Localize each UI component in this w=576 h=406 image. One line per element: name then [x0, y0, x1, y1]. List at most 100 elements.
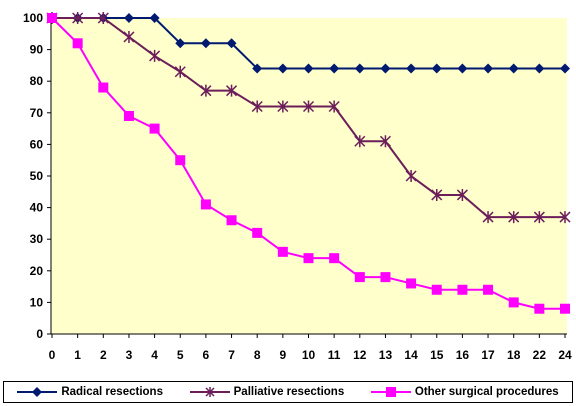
data-point — [123, 30, 135, 43]
data-point — [226, 38, 237, 49]
series-layer — [46, 12, 571, 314]
y-tick-label: 70 — [30, 106, 44, 120]
series-square — [47, 13, 570, 314]
legend: Radical resections Palliative resections… — [3, 381, 573, 403]
data-point — [252, 63, 263, 74]
data-point — [123, 110, 134, 121]
x-axis: 0 1 2 3 4 5 6 7 8 9 10 11 12 13 14 15 16 17 18 22 24 — [49, 333, 572, 362]
data-point — [354, 135, 366, 148]
data-point — [251, 100, 263, 113]
legend-swatch-palliative — [189, 387, 230, 397]
data-point — [406, 278, 417, 289]
data-point — [483, 284, 494, 295]
data-point — [226, 84, 238, 97]
data-point — [508, 297, 519, 308]
x-tick-label: 6 — [203, 348, 210, 362]
legend-item-other: Other surgical procedures — [370, 386, 559, 398]
data-point — [252, 227, 263, 238]
data-point — [329, 63, 340, 74]
data-point — [200, 38, 211, 49]
x-tick-label: 2 — [100, 348, 107, 362]
legend-item-palliative: Palliative resections — [189, 386, 345, 398]
y-axis: 0 10 20 30 40 50 60 70 80 90 100 — [23, 11, 52, 341]
data-point — [354, 63, 365, 74]
data-point — [72, 12, 84, 24]
data-point — [200, 84, 212, 97]
data-point — [149, 49, 161, 62]
x-tick-label: 8 — [254, 348, 261, 362]
data-point — [533, 211, 545, 224]
data-point — [98, 82, 109, 93]
data-point — [302, 100, 315, 113]
legend-swatch-radical — [17, 387, 58, 397]
data-point — [560, 63, 570, 74]
x-tick-label: 0 — [49, 348, 56, 362]
x-tick-label: 17 — [481, 348, 495, 362]
data-point — [303, 253, 314, 264]
data-point — [72, 38, 83, 49]
x-tick-label: 11 — [328, 348, 341, 362]
data-point — [200, 199, 211, 210]
data-point — [380, 272, 391, 283]
data-point — [175, 38, 186, 49]
y-tick-label: 10 — [30, 295, 44, 309]
x-tick-label: 10 — [302, 348, 316, 362]
x-tick-label: 22 — [533, 348, 547, 362]
data-point — [277, 246, 288, 257]
data-point — [534, 63, 545, 74]
data-point — [482, 211, 494, 224]
data-point — [303, 63, 314, 74]
data-point — [328, 100, 340, 113]
data-point — [47, 13, 57, 23]
data-point — [97, 12, 109, 24]
data-point — [431, 188, 443, 201]
data-point — [457, 284, 468, 295]
x-tick-label: 14 — [404, 348, 418, 362]
data-point — [457, 63, 468, 74]
x-tick-label: 12 — [353, 348, 367, 362]
data-point — [560, 303, 570, 314]
data-point — [123, 13, 134, 23]
legend-label-radical: Radical resections — [61, 386, 163, 398]
data-point — [149, 123, 160, 134]
y-tick-label: 0 — [36, 327, 43, 341]
data-point — [406, 63, 417, 74]
x-tick-label: 7 — [228, 348, 235, 362]
data-point — [379, 135, 391, 148]
data-point — [329, 253, 340, 264]
data-point — [277, 100, 289, 113]
data-point — [405, 170, 417, 182]
data-point — [174, 65, 186, 78]
data-point — [456, 188, 468, 201]
data-point — [380, 63, 391, 74]
data-point — [354, 272, 365, 283]
data-point — [559, 211, 571, 224]
data-point — [431, 63, 442, 74]
data-point — [483, 63, 494, 74]
y-tick-label: 30 — [30, 232, 44, 246]
x-tick-label: 3 — [126, 348, 133, 362]
data-point — [149, 13, 160, 23]
data-point — [534, 303, 545, 314]
x-tick-label: 13 — [379, 348, 393, 362]
x-tick-label: 15 — [430, 348, 444, 362]
legend-label-palliative: Palliative resections — [233, 386, 345, 398]
y-tick-label: 100 — [23, 11, 43, 25]
y-tick-label: 90 — [30, 43, 44, 57]
data-point — [277, 63, 288, 74]
x-tick-label: 18 — [507, 348, 521, 362]
legend-swatch-other — [370, 387, 411, 397]
x-tick-label: 1 — [74, 348, 81, 362]
x-tick-label: 9 — [280, 348, 287, 362]
x-tick-label: 4 — [151, 348, 158, 362]
x-tick-label: 5 — [177, 348, 184, 362]
legend-item-radical: Radical resections — [17, 386, 163, 398]
x-tick-label: 16 — [456, 348, 470, 362]
data-point — [508, 211, 520, 224]
data-point — [431, 284, 442, 295]
y-tick-label: 50 — [30, 169, 44, 183]
y-tick-label: 60 — [30, 137, 44, 151]
data-point — [175, 155, 186, 166]
x-tick-label: 24 — [558, 348, 572, 362]
